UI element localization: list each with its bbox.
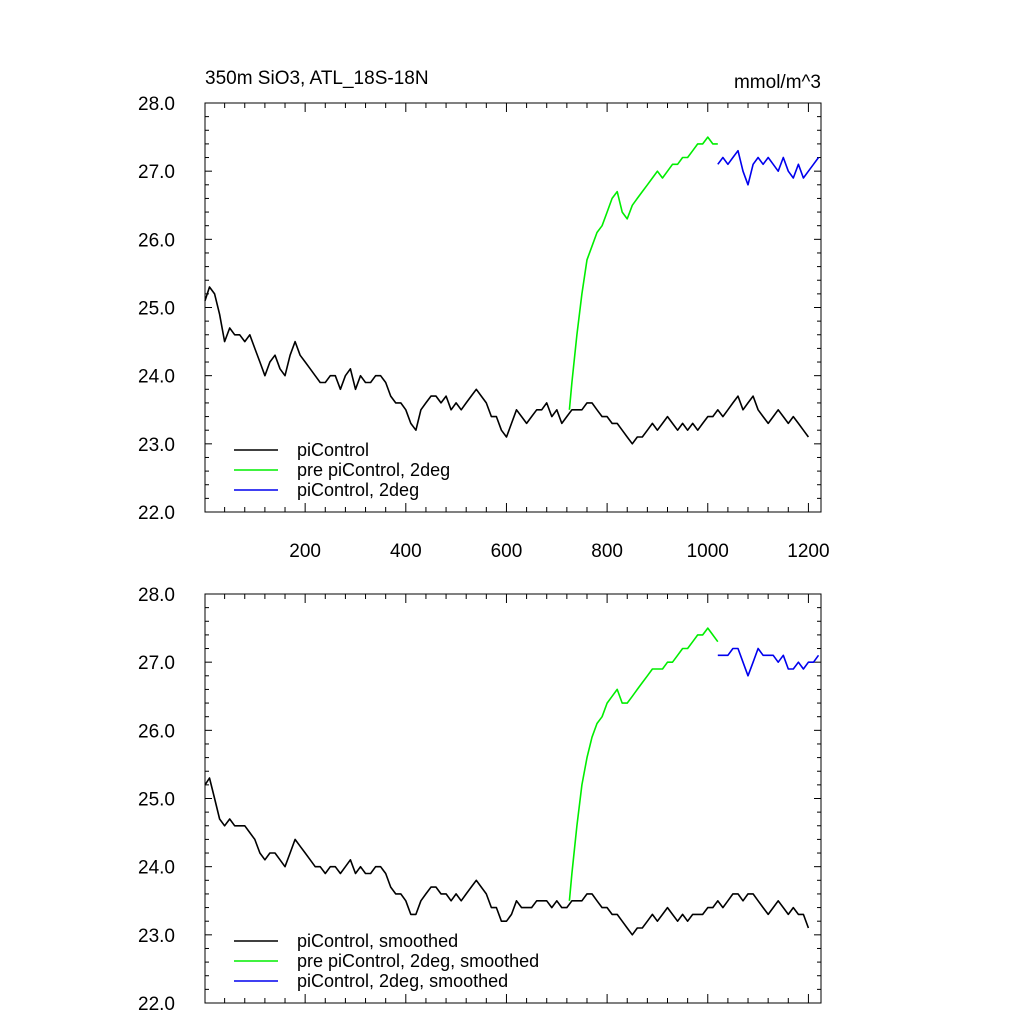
x-tick-label: 1200 — [787, 541, 829, 562]
top-panel: 22.0 23.0 24.0 25.0 26.0 27.0 28.0 200 400 600 800… — [138, 94, 830, 562]
x-tick-label: 400 — [390, 541, 422, 562]
series-line-2 — [717, 149, 820, 186]
y-tick-label: 24.0 — [138, 367, 175, 388]
y-tick-label: 27.0 — [138, 162, 175, 183]
legend-label: piControl, 2deg — [297, 480, 419, 500]
legend-label: piControl, smoothed — [297, 931, 458, 951]
y-tick-label: 25.0 — [138, 790, 175, 811]
y-tick-label: 24.0 — [138, 858, 175, 879]
series-line-1 — [568, 627, 719, 901]
bottom-panel: 22.0 23.0 24.0 25.0 26.0 27.0 28.0 piControl, s… — [138, 585, 822, 1015]
x-tick-label: 1000 — [687, 541, 729, 562]
chart-title: 350m SiO3, ATL_18S-18N — [205, 68, 429, 89]
y-tick-label: 26.0 — [138, 230, 175, 251]
legend-label: piControl, 2deg, smoothed — [297, 971, 508, 991]
series-line-0 — [204, 777, 810, 936]
chart-units: mmol/m^3 — [734, 72, 821, 93]
y-tick-label: 26.0 — [138, 721, 175, 742]
y-tick-label: 22.0 — [138, 503, 175, 524]
y-tick-label: 22.0 — [138, 994, 175, 1015]
y-tick-label: 28.0 — [138, 585, 175, 606]
legend-label: piControl — [297, 440, 369, 460]
x-tick-label: 200 — [289, 541, 321, 562]
series-line-0 — [204, 286, 810, 445]
y-tick-label: 23.0 — [138, 926, 175, 947]
y-tick-label: 28.0 — [138, 94, 175, 115]
y-tick-label: 27.0 — [138, 653, 175, 674]
y-tick-label: 23.0 — [138, 435, 175, 456]
legend-label: pre piControl, 2deg, smoothed — [297, 951, 539, 971]
legend-label: pre piControl, 2deg — [297, 460, 450, 480]
x-tick-label: 600 — [491, 541, 523, 562]
x-tick-label: 800 — [591, 541, 623, 562]
series-line-1 — [568, 136, 718, 410]
series-line-2 — [717, 647, 820, 677]
y-tick-label: 25.0 — [138, 299, 175, 320]
